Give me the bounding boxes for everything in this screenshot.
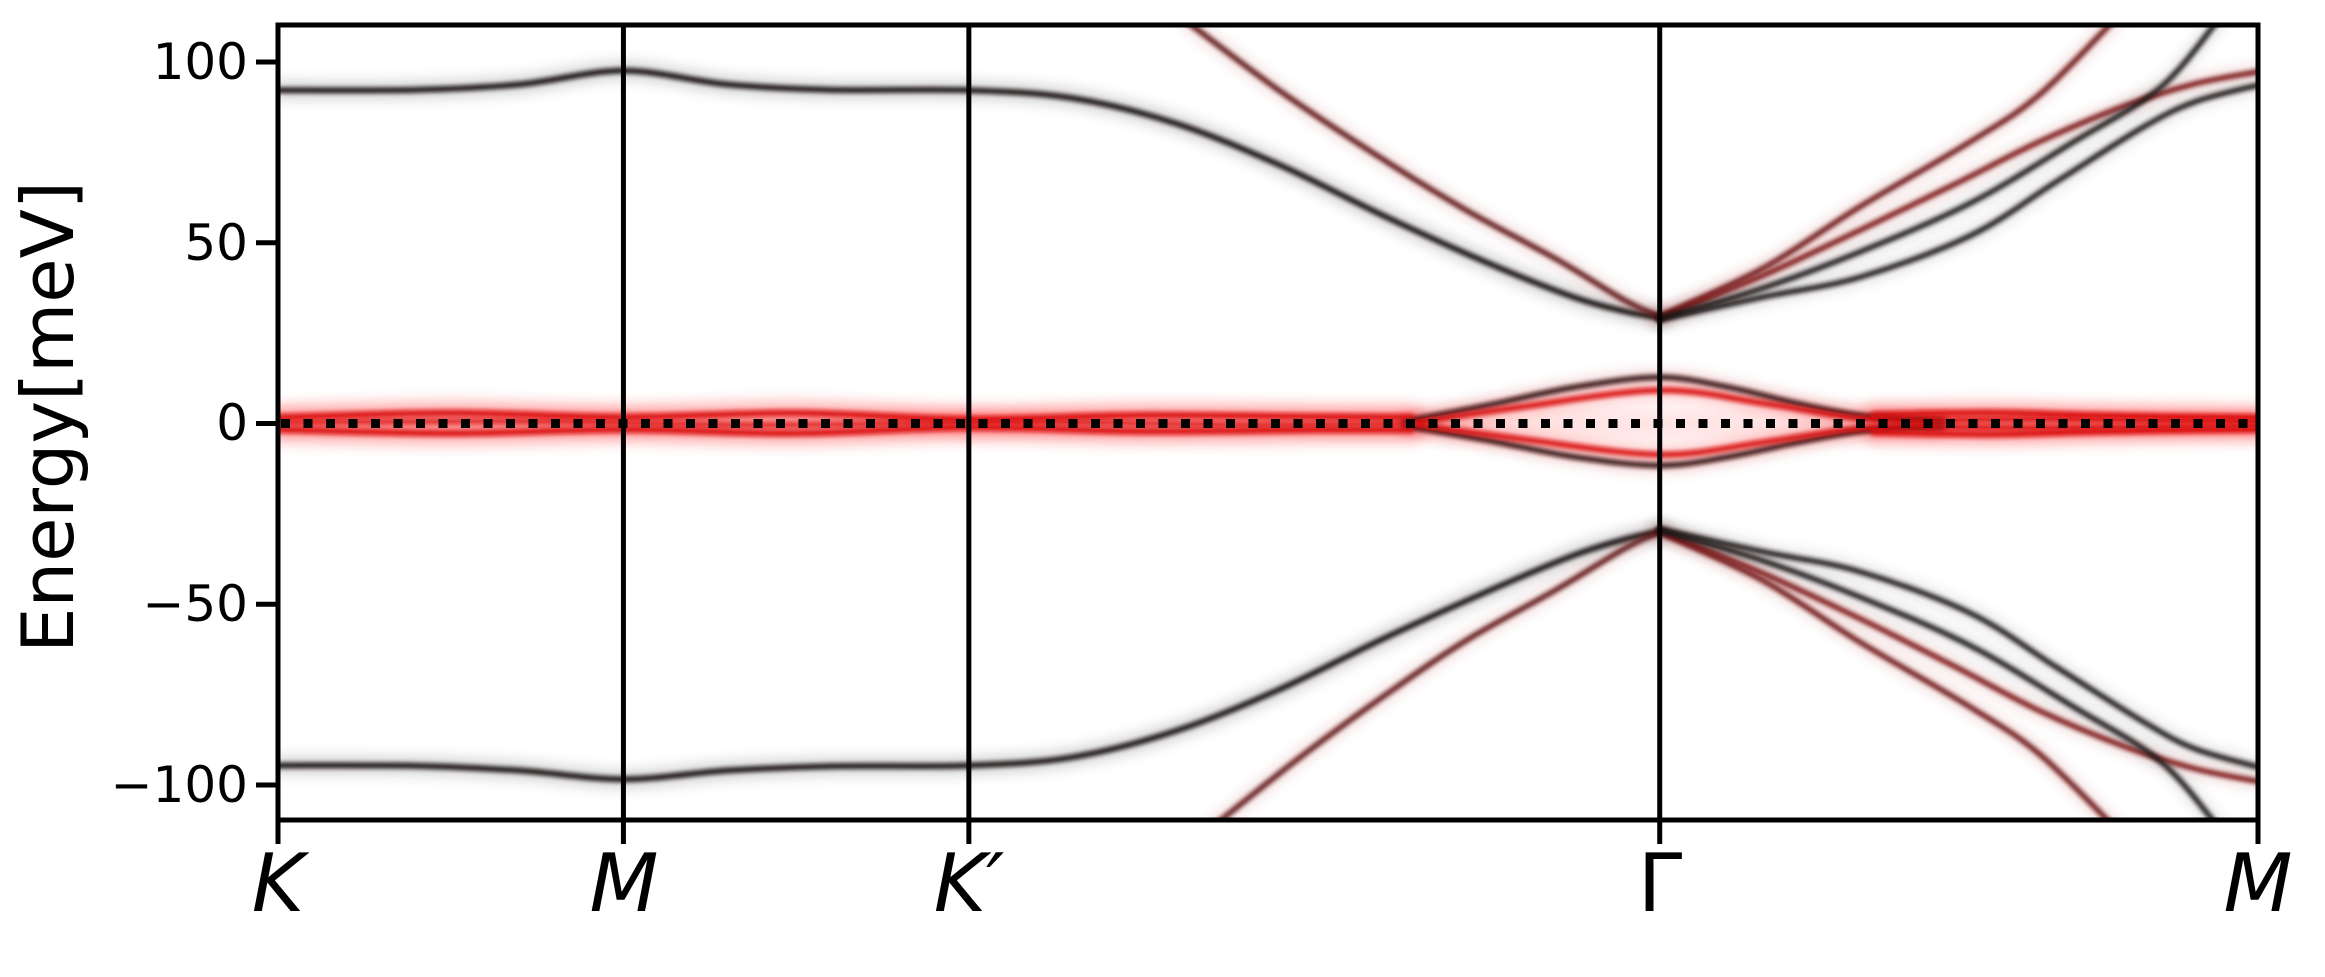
band-red-flat-right-top [1656,69,2256,321]
band-remote-red-left-top [1189,27,1663,320]
band-red-bundle-right-bottom [1870,426,2256,438]
y-tick-label-100: 100 [152,33,248,91]
band-flat-red-strand-bottom [280,424,1415,437]
x-tick-label-M: M [589,837,659,930]
y-tick-label-50: 50 [184,214,248,272]
band-flat-black-top [280,67,1663,321]
band-glow-remote-red-left-bottom [1214,525,1666,818]
x-tick-label-K: K [251,837,305,930]
band-flat-black-bottom [280,528,1663,782]
band-black-flat-right-bottom [1656,526,2256,770]
x-tick-label-Kprime: K′ [933,837,1005,930]
band-red-bundle-right-top [1870,409,2256,421]
band-red-bundle-right-top-inner [1926,416,2256,424]
band-glow-remote-red-left-top [1184,27,1666,323]
band-eye-inner-top [1414,387,1933,426]
band-black-steep-right-bottom [1656,527,2215,818]
y-tick-label-0: 0 [216,394,248,452]
band-remote-red-left-bottom [1219,529,1663,818]
band-black-steep-right-top [1656,27,2217,322]
band-eye-inner-bottom [1414,421,1933,458]
band-red-flat-right-bottom [1656,528,2256,784]
band-red-bundle-right-bottom-inner [1926,423,2256,431]
band-line-layer [280,27,2256,818]
band-red-steep-right-top [1656,27,2112,320]
x-tick-label-M-end: M [2223,837,2293,930]
band-red-steep-right-bottom [1656,529,2110,818]
band-black-flat-right-top [1656,82,2256,323]
y-tick-label-m50: −50 [142,575,248,633]
y-tick-label-m100: −100 [110,756,248,814]
band-flat-red-strand-top [280,409,1415,423]
x-tick-label-Gamma: Γ [1637,837,1683,930]
